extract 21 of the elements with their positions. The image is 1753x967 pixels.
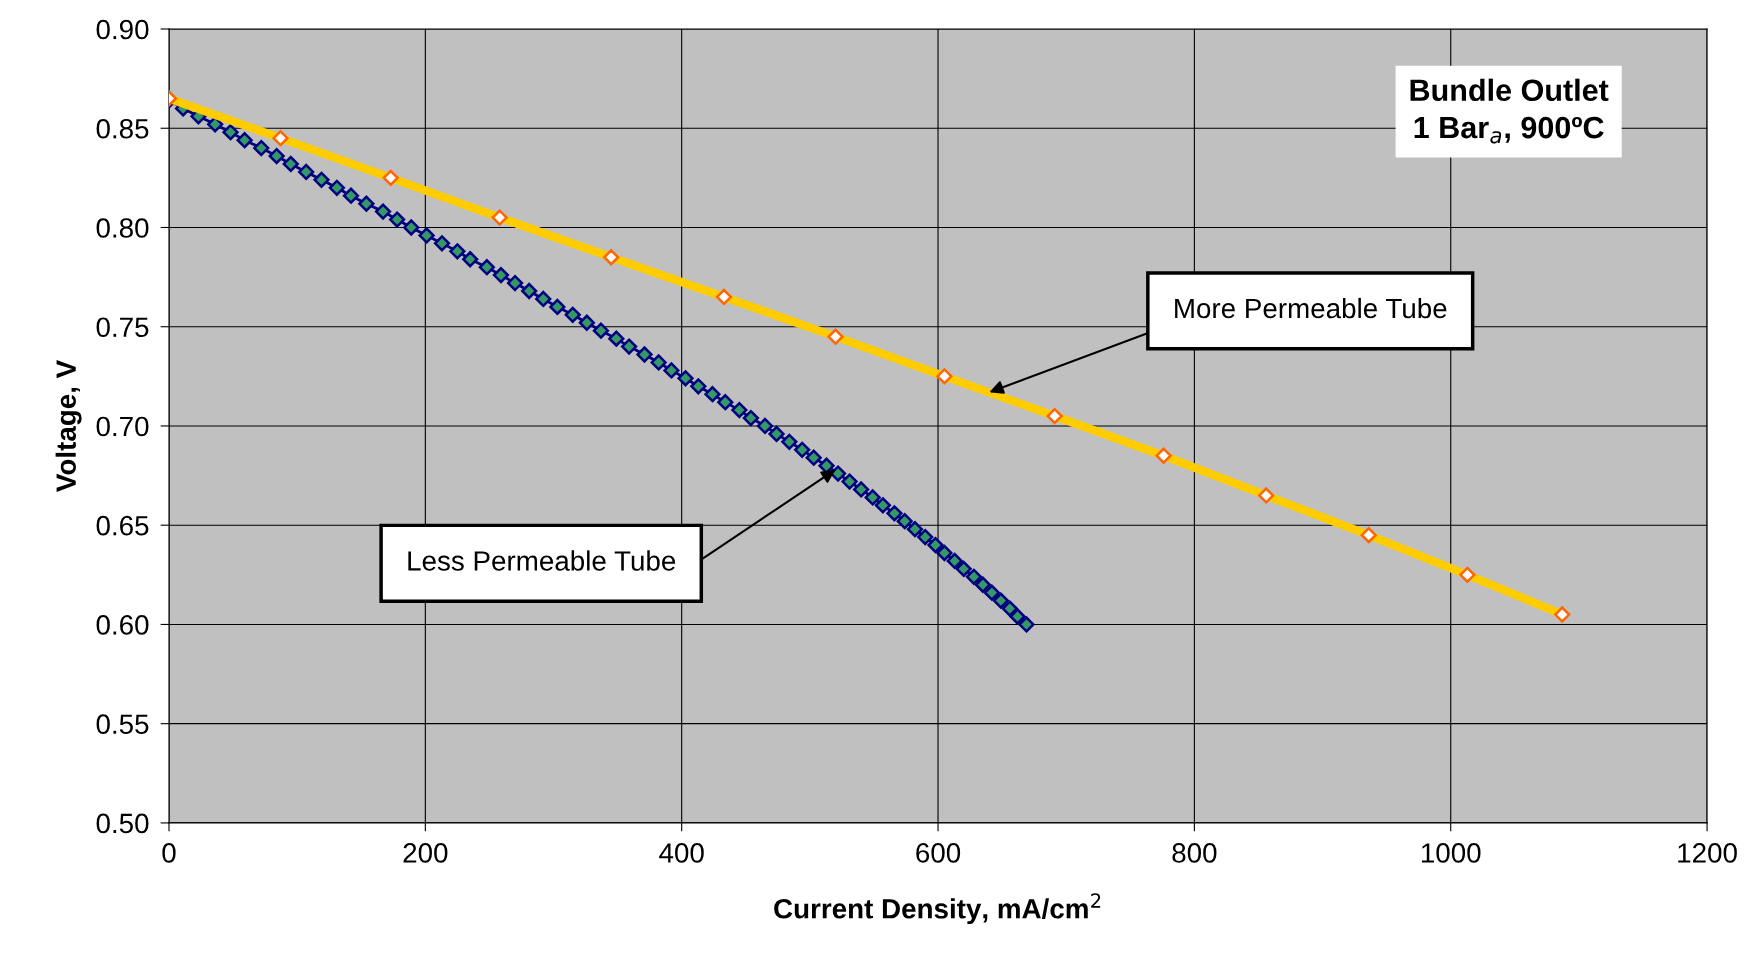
x-tick-label: 800 xyxy=(1172,843,1217,863)
annotation: Bundle Outlet 1 Bar$_{a}$, 900ºC xyxy=(1410,78,1609,144)
y-axis-title: Voltage, V xyxy=(55,360,82,492)
y-tick-label: 0.80 xyxy=(96,218,149,238)
y-tick-label: 0.70 xyxy=(96,416,149,437)
y-tick-label: 0.50 xyxy=(96,813,149,834)
x-axis-title: Current Density, mA/cm$^{2}$ xyxy=(774,893,1101,925)
x-tick-label: 200 xyxy=(403,843,448,863)
y-tick-label: 0.85 xyxy=(96,118,149,139)
y-tick-label: 0.60 xyxy=(96,615,149,635)
x-tick-label: 400 xyxy=(659,843,704,863)
y-tick-label: 0.55 xyxy=(96,714,149,735)
x-tick-label: 1200 xyxy=(1678,843,1737,863)
y-tick-label: 0.75 xyxy=(96,317,149,338)
y-tick-label: 0.65 xyxy=(96,515,149,536)
annotation: Less Permeable Tube xyxy=(408,550,676,571)
x-tick-label: 0 xyxy=(162,843,176,863)
x-tick-label: 1000 xyxy=(1421,843,1481,863)
y-tick-label: 0.90 xyxy=(96,19,149,40)
annotation: More Permeable Tube xyxy=(1175,297,1447,319)
x-tick-label: 600 xyxy=(916,843,961,863)
